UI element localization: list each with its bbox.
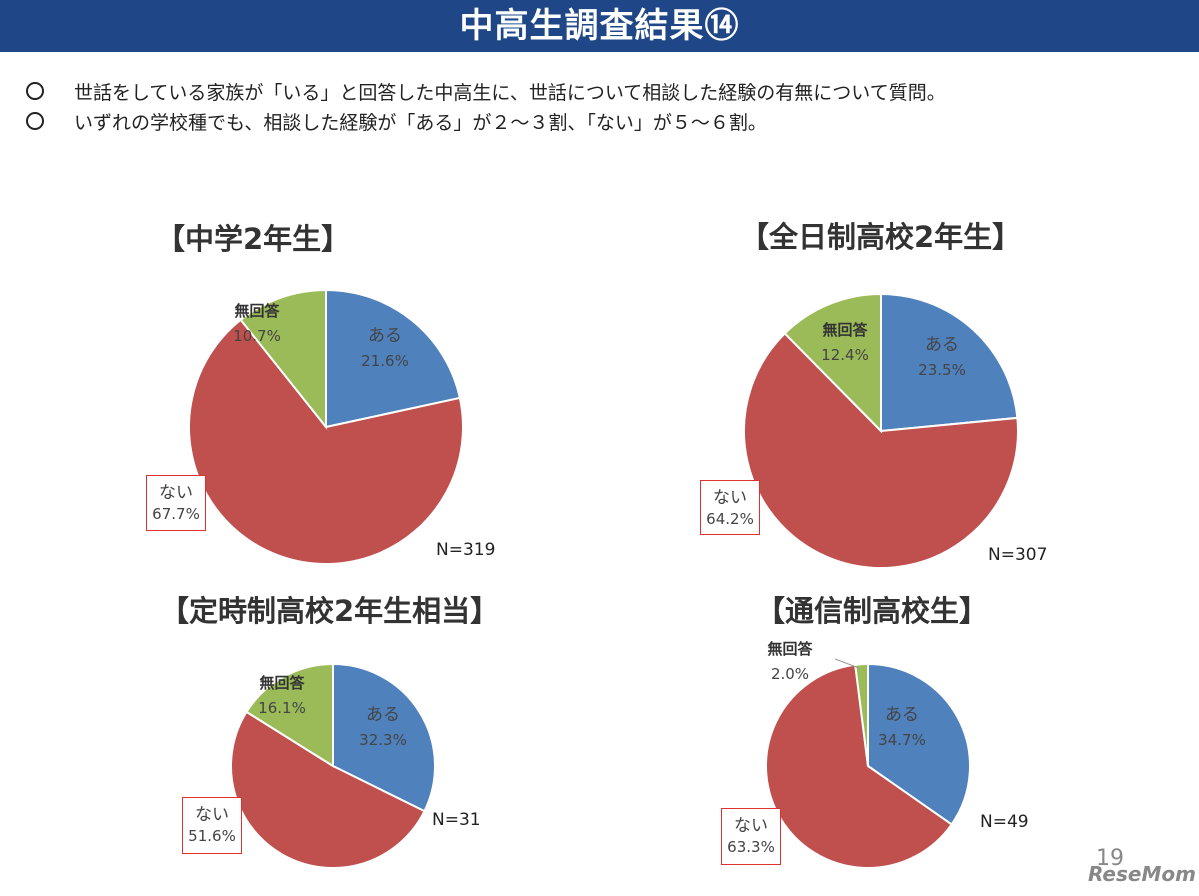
summary-bullets: 世話をしている家族が「いる」と回答した中高生に、世話について相談した経験の有無に… — [24, 76, 946, 136]
chart-title-fulltime-high: 【全日制高校2年生】 — [740, 220, 1022, 254]
n-count: N=31 — [432, 810, 481, 830]
bullet-text: いずれの学校種でも、相談した経験が「ある」が２～３割、「ない」が５～６割。 — [74, 111, 767, 134]
leader-line — [834, 658, 860, 669]
chart-title-junior-high: 【中学2年生】 — [156, 222, 351, 256]
circle-bullet-icon — [26, 112, 44, 130]
page-number: 19 — [1096, 846, 1124, 871]
chart-title-parttime-high: 【定時制高校2年生相当】 — [160, 594, 500, 628]
nai-percent: 67.7% — [152, 505, 200, 523]
nai-label: ない — [734, 816, 768, 836]
page-title: 中高生調査結果⑭ — [459, 6, 740, 46]
pie-slice-nai — [188, 318, 464, 565]
nai-label-box: ない 51.6% — [182, 797, 242, 854]
n-count: N=307 — [988, 545, 1048, 565]
mukaitou-label: 無回答 — [234, 302, 280, 320]
mukaitou-percent: 16.1% — [258, 699, 306, 717]
pie-slice-aru — [867, 662, 971, 826]
pie-chart-junior-high: ある 21.6% 無回答 10.7% — [188, 288, 464, 565]
mukaitou-percent: 12.4% — [821, 346, 869, 364]
pie-slice-nai — [743, 332, 1019, 569]
chart-title-correspondence-high: 【通信制高校生】 — [756, 594, 989, 628]
nai-label: ない — [159, 483, 193, 503]
pie-chart-fulltime-high: ある 23.5% 無回答 12.4% — [743, 292, 1019, 569]
mukaitou-label: 無回答 — [259, 674, 305, 692]
bullet-text: 世話をしている家族が「いる」と回答した中高生に、世話について相談した経験の有無に… — [74, 81, 946, 104]
resemom-logo: ReseMom — [1088, 862, 1196, 886]
aru-label: ある — [368, 326, 402, 346]
aru-label: ある — [366, 705, 400, 725]
pie-slice-mukaitou — [854, 662, 869, 767]
nai-percent: 64.2% — [706, 510, 754, 528]
aru-percent: 21.6% — [361, 352, 409, 370]
aru-percent: 23.5% — [918, 361, 966, 379]
pie-slice-aru — [880, 292, 1019, 433]
mukaitou-label: 無回答 — [767, 640, 813, 658]
header-bar — [0, 0, 1199, 52]
mukaitou-percent: 10.7% — [233, 327, 281, 345]
pie-slice-aru — [325, 288, 462, 429]
aru-label: ある — [885, 705, 919, 725]
nai-percent: 63.3% — [727, 838, 775, 856]
n-count: N=319 — [436, 540, 496, 560]
pie-chart-parttime-high: ある 32.3% 無回答 16.1% — [230, 662, 436, 869]
pie-slice-mukaitou — [245, 662, 334, 768]
pie-chart-correspondence-high: ある 34.7% 無回答 2.0% — [765, 640, 971, 869]
pie-slice-mukaitou — [239, 288, 327, 430]
nai-label-box: ない 64.2% — [700, 480, 760, 535]
nai-label-box: ない 63.3% — [721, 808, 781, 865]
nai-percent: 51.6% — [188, 827, 236, 845]
pie-slice-mukaitou — [783, 292, 882, 434]
mukaitou-label: 無回答 — [822, 321, 868, 339]
mukaitou-percent: 2.0% — [771, 665, 809, 683]
nai-label-box: ない 67.7% — [146, 475, 206, 531]
nai-label: ない — [713, 488, 747, 508]
circle-bullet-icon — [26, 82, 44, 100]
aru-percent: 32.3% — [359, 731, 407, 749]
pie-slice-aru — [332, 662, 436, 813]
n-count: N=49 — [980, 812, 1029, 832]
bullet-item: 世話をしている家族が「いる」と回答した中高生に、世話について相談した経験の有無に… — [24, 76, 946, 106]
bullet-item: いずれの学校種でも、相談した経験が「ある」が２～３割、「ない」が５～６割。 — [24, 106, 946, 136]
nai-label: ない — [195, 805, 229, 825]
aru-percent: 34.7% — [878, 731, 926, 749]
aru-label: ある — [925, 335, 959, 355]
pie-slice-nai — [230, 710, 426, 869]
